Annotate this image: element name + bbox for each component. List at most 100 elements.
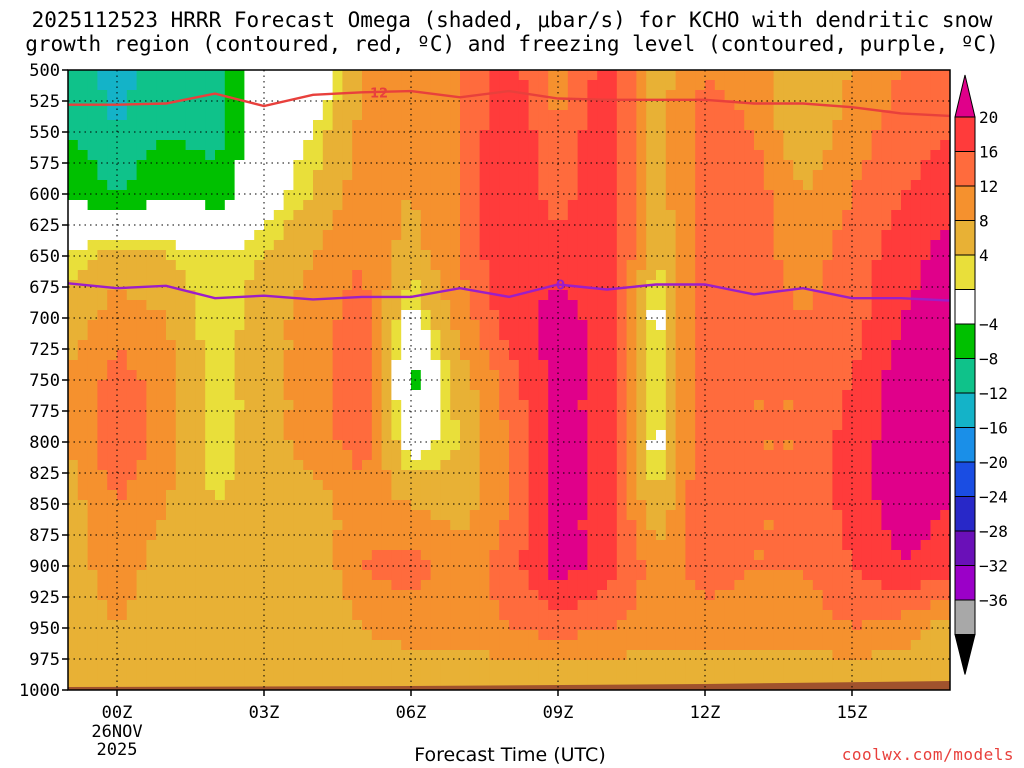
omega-cell [852,590,863,601]
omega-cell [97,240,108,251]
omega-cell [401,210,412,221]
omega-cell [342,370,353,381]
omega-cell [558,100,569,111]
omega-cell [832,360,843,371]
omega-cell [754,530,765,541]
omega-cell [665,350,677,361]
omega-cell [205,160,216,171]
omega-cell [518,610,530,621]
omega-cell [577,170,588,181]
omega-cell [616,90,628,101]
omega-cell [744,210,755,221]
omega-cell [175,270,187,281]
omega-cell [166,270,177,281]
omega-cell [656,430,667,441]
omega-cell [391,320,402,331]
omega-cell [77,250,89,261]
omega-cell [342,490,353,501]
omega-cell [440,330,451,341]
omega-cell [646,550,657,561]
omega-cell [166,310,177,321]
omega-cell [509,380,520,391]
omega-cell [479,580,490,591]
omega-cell [401,350,412,361]
omega-cell [646,460,657,471]
omega-cell [577,140,588,151]
omega-cell [675,420,686,431]
omega-cell [68,90,79,101]
omega-cell [518,180,530,191]
omega-cell [68,480,79,491]
omega-cell [332,70,343,81]
omega-cell [401,220,412,231]
omega-cell [430,450,441,461]
omega-cell [744,90,755,101]
omega-cell [734,600,745,611]
omega-cell [695,480,706,491]
omega-cell [852,150,863,161]
omega-cell [313,360,324,371]
omega-cell [97,160,108,171]
omega-cell [675,320,686,331]
omega-cell [195,350,206,361]
omega-cell [901,490,912,501]
omega-cell [763,380,775,391]
omega-cell [754,200,765,211]
omega-cell [793,350,804,361]
omega-cell [401,520,412,531]
omega-cell [126,370,138,381]
omega-cell [234,210,245,221]
omega-cell [430,130,441,141]
omega-cell [175,230,187,241]
omega-cell [665,380,677,391]
omega-cell [136,250,147,261]
omega-cell [126,330,138,341]
omega-cell [97,460,108,471]
omega-cell [205,100,216,111]
omega-cell [930,160,941,171]
omega-cell [264,600,275,611]
omega-cell [185,380,196,391]
omega-cell [587,210,598,221]
omega-cell [332,110,343,121]
omega-cell [68,400,79,411]
omega-cell [87,170,98,181]
omega-cell [185,410,196,421]
omega-cell [77,200,89,211]
omega-cell [812,500,824,511]
omega-cell [420,180,432,191]
omega-cell [783,410,794,421]
omega-cell [705,70,716,81]
omega-cell [714,300,726,311]
omega-cell [479,380,490,391]
omega-cell [273,370,285,381]
omega-cell [77,380,89,391]
omega-cell [489,200,500,211]
omega-cell [107,300,118,311]
omega-cell [724,580,735,591]
omega-cell [705,90,716,101]
omega-cell [303,570,314,581]
omega-cell [695,510,706,521]
omega-cell [940,170,950,181]
omega-cell [558,120,569,131]
omega-cell [803,150,814,161]
omega-cell [636,440,647,451]
omega-cell [940,70,950,81]
omega-cell [342,220,353,231]
omega-cell [616,530,628,541]
omega-cell [244,580,255,591]
omega-cell [773,400,784,411]
omega-cell [920,170,931,181]
omega-cell [126,560,138,571]
omega-cell [675,80,686,91]
omega-cell [391,80,402,91]
omega-cell [773,590,784,601]
omega-cell [861,410,873,421]
omega-cell [175,410,187,421]
omega-cell [773,480,784,491]
omega-cell [616,200,628,211]
omega-cell [244,160,255,171]
omega-cell [773,470,784,481]
omega-cell [195,360,206,371]
